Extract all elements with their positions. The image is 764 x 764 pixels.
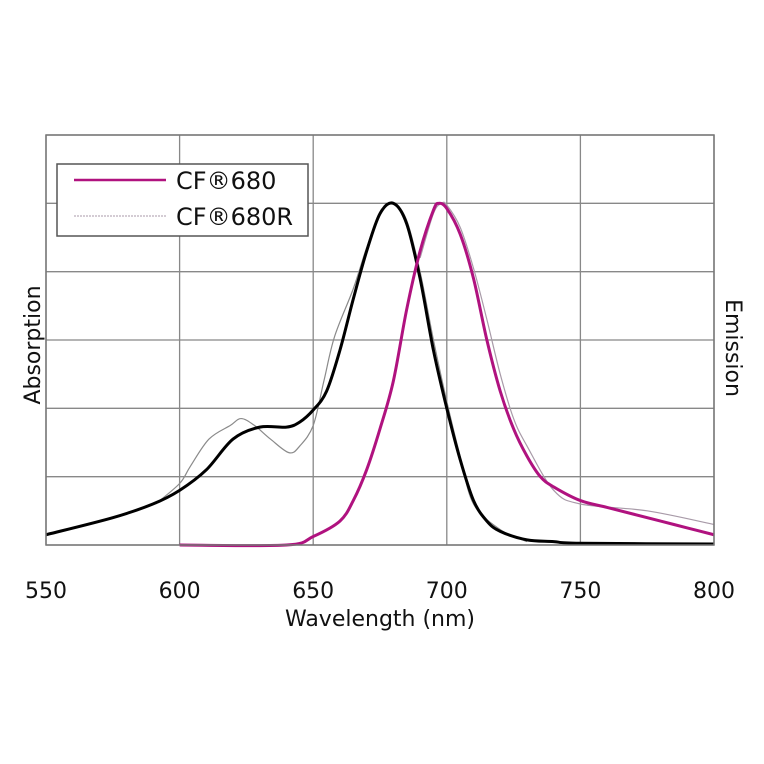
legend: CF®680 CF®680R (56, 163, 309, 237)
series-emission-cf680 (179, 201, 715, 548)
x-tick-labels: 550 600 650 700 750 800 (25, 579, 735, 604)
series-lines (45, 201, 715, 548)
x-tick-label: 800 (693, 579, 735, 604)
plot-frame (45, 134, 715, 546)
series-absorption-cf680r (155, 202, 528, 543)
y-axis-label-right: Emission (720, 299, 745, 397)
series-absorption-cf680 (45, 201, 715, 546)
x-tick-label: 650 (292, 579, 334, 604)
x-tick-label: 750 (559, 579, 601, 604)
legend-label-cf680: CF®680 (176, 167, 276, 195)
x-tick-label: 600 (159, 579, 201, 604)
x-tick-label: 700 (426, 579, 468, 604)
x-axis-label: Wavelength (nm) (285, 607, 475, 632)
y-axis-label-left: Absorption (21, 285, 46, 404)
legend-label-cf680r: CF®680R (176, 203, 293, 231)
x-tick-label: 550 (25, 579, 67, 604)
legend-box (56, 163, 309, 237)
